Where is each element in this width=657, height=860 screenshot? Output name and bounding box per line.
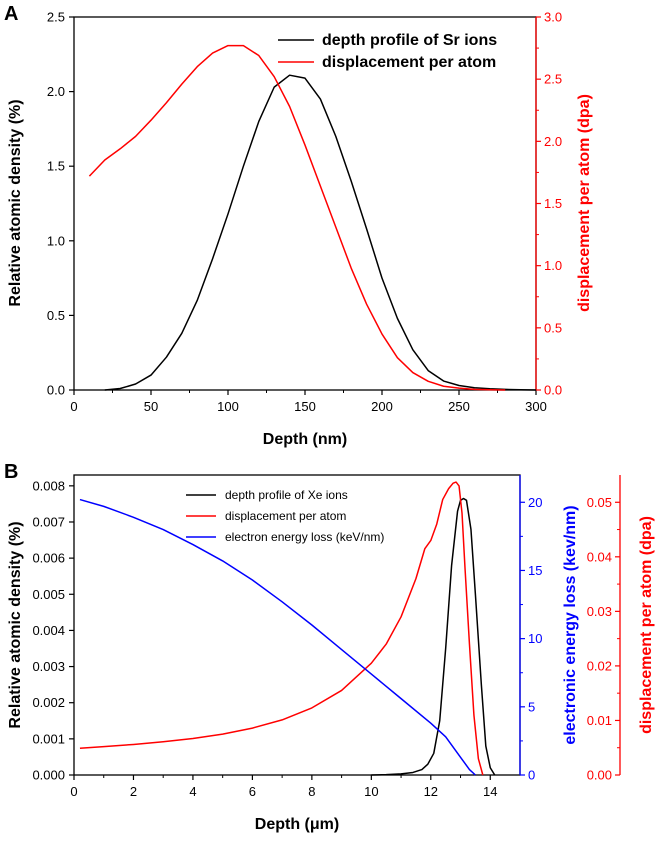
y2-tick-label: 2.5 [544, 72, 562, 87]
panel-b-y3-ticks: 0.00 0.01 0.02 0.03 0.04 0.05 [587, 495, 620, 783]
panel-a-legend-label-sr: depth profile of Sr ions [322, 32, 497, 49]
panel-b-series [79, 481, 496, 776]
y-tick-label: 0.007 [32, 514, 65, 529]
y-tick-label: 2.5 [47, 10, 65, 25]
y-tick-label: 2.0 [47, 84, 65, 99]
series-line-0 [371, 497, 496, 776]
x-tick-label: 12 [424, 784, 438, 799]
panel-b-x-ticks: 0 2 4 6 8 10 12 14 [70, 775, 498, 799]
panel-a-legend-label-dpa: displacement per atom [322, 54, 496, 71]
y-tick-label: 0.001 [32, 731, 65, 746]
x-tick-label: 50 [144, 399, 158, 414]
y-tick-label: 0.005 [32, 587, 65, 602]
x-tick-label: 150 [294, 399, 316, 414]
y-tick-label: 0.004 [32, 623, 65, 638]
x-tick-label: 300 [525, 399, 547, 414]
panel-b-legend-label-xe: depth profile of Xe ions [225, 488, 348, 502]
y2-tick-label: 5 [528, 699, 535, 714]
y3-tick-label: 0.03 [587, 604, 612, 619]
panel-a-y2-ticks: 0.0 0.5 1.0 1.5 2.0 2.5 3.0 [535, 10, 562, 398]
y-tick-label: 1.0 [47, 233, 65, 248]
x-tick-label: 250 [448, 399, 470, 414]
y2-tick-label: 1.5 [544, 196, 562, 211]
panel-b-label: B [4, 461, 18, 483]
panel-b-y2-ticks: 0 5 10 15 20 [519, 475, 542, 783]
panel-a-series [88, 44, 537, 391]
panel-b-y-axis-title: Relative atomic density (%) [7, 521, 24, 728]
panel-a-y-ticks: 0.0 0.5 1.0 1.5 2.0 2.5 [47, 10, 74, 398]
y-tick-label: 0.003 [32, 659, 65, 674]
panel-b-x-axis-title: Depth (μm) [255, 816, 339, 833]
y-tick-label: 0.008 [32, 478, 65, 493]
x-tick-label: 200 [371, 399, 393, 414]
panel-b-y2-axis-title: electronic energy loss (kev/nm) [562, 505, 579, 744]
y3-tick-label: 0.05 [587, 495, 612, 510]
panel-b-y3-axis-title: displacement per atom (dpa) [638, 516, 655, 734]
panel-b: B 0 2 4 6 8 10 12 14 0.0000.0010.0020.0030.0040… [4, 461, 655, 833]
x-tick-label: 0 [70, 784, 77, 799]
series-line-2 [79, 498, 476, 776]
series-line-1 [79, 481, 484, 776]
y3-tick-label: 0.02 [587, 658, 612, 673]
x-tick-label: 0 [70, 399, 77, 414]
panel-b-y-ticks: 0.000 0.001 0.002 0.003 0.004 0.005 0.006 0.007… [32, 478, 74, 783]
x-tick-label: 6 [249, 784, 256, 799]
series-line-1 [88, 44, 506, 391]
panel-b-legend-label-eloss: electron energy loss (keV/nm) [225, 530, 384, 544]
y2-tick-label: 20 [528, 495, 542, 510]
y-tick-label: 0.006 [32, 551, 65, 566]
x-tick-label: 100 [217, 399, 239, 414]
y2-tick-label: 0.5 [544, 320, 562, 335]
y2-tick-label: 10 [528, 631, 542, 646]
y3-tick-label: 0.01 [587, 713, 612, 728]
y2-tick-label: 2.0 [544, 134, 562, 149]
y2-tick-label: 15 [528, 563, 542, 578]
y-tick-label: 0.0 [47, 383, 65, 398]
panel-a-y-axis-title: Relative atomic density (%) [7, 99, 24, 306]
y2-tick-label: 0.0 [544, 383, 562, 398]
series-line-0 [104, 74, 537, 391]
y-tick-label: 0.002 [32, 695, 65, 710]
x-tick-label: 2 [130, 784, 137, 799]
panel-a-label: A [4, 3, 18, 25]
panel-a-y2-axis-title: displacement per atom (dpa) [576, 94, 593, 312]
panel-a-x-ticks: 0 50 100 150 200 250 300 [70, 390, 547, 414]
y-tick-label: 1.5 [47, 159, 65, 174]
panel-a-plot-frame [73, 16, 537, 391]
y-tick-label: 0.000 [32, 768, 65, 783]
panel-b-legend-label-dpa: displacement per atom [225, 509, 346, 523]
panel-a: A 0 50 100 150 200 250 300 0.00.51.01.52.02.5 … [4, 3, 593, 448]
x-tick-label: 8 [308, 784, 315, 799]
y-tick-label: 0.5 [47, 308, 65, 323]
y2-tick-label: 0 [528, 768, 535, 783]
panel-b-legend: depth profile of Xe ions displacement pe… [186, 488, 384, 544]
y3-tick-label: 0.04 [587, 549, 612, 564]
x-tick-label: 14 [483, 784, 497, 799]
y2-tick-label: 1.0 [544, 258, 562, 273]
panel-a-x-axis-title: Depth (nm) [263, 431, 347, 448]
y2-tick-label: 3.0 [544, 10, 562, 25]
x-tick-label: 4 [189, 784, 196, 799]
y3-tick-label: 0.00 [587, 768, 612, 783]
panel-a-legend: depth profile of Sr ions displacement pe… [278, 32, 497, 71]
x-tick-label: 10 [364, 784, 378, 799]
